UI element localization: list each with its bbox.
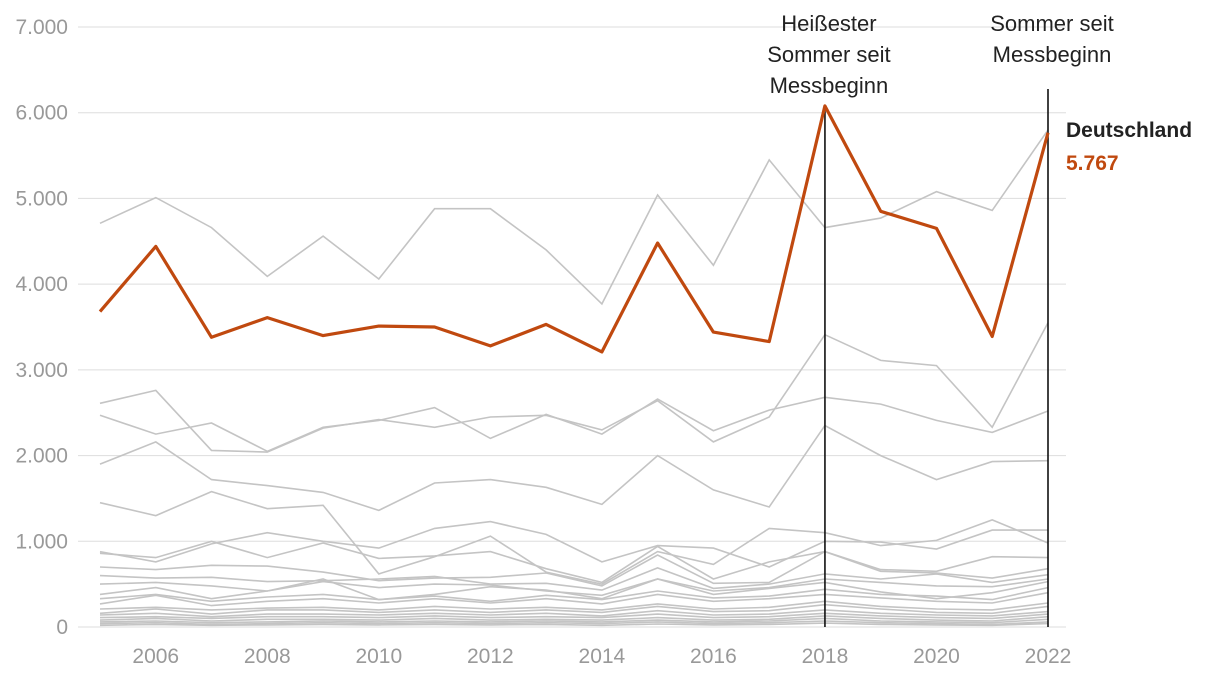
y-tick-label: 6.000 [15, 102, 68, 125]
highlight-series [98, 104, 1050, 354]
series-line-s17 [99, 612, 1049, 620]
x-tick-label: 2010 [355, 645, 402, 668]
series-line-s12 [99, 586, 1049, 603]
annotation-text-line: Sommer seit [990, 11, 1113, 36]
series-line-s2 [99, 322, 1049, 453]
x-tick-label: 2006 [132, 645, 179, 668]
y-tick-label: 2.000 [15, 445, 68, 468]
y-tick-label: 7.000 [15, 16, 68, 39]
series-line-s7 [99, 540, 1049, 584]
series-line-s15 [99, 603, 1049, 615]
y-axis-tick-labels: 0 1.000 2.000 3.000 4.000 5.000 6.000 7.000 [15, 16, 68, 639]
series-line-s19 [99, 617, 1049, 624]
annotation-text: Heißester Sommer seit Messbeginn [767, 11, 890, 98]
x-tick-label: 2008 [244, 645, 291, 668]
annotation-text-line: Heißester [781, 11, 876, 36]
series-line-s11 [99, 578, 1049, 601]
series-line-s13 [99, 591, 1049, 607]
gridlines [78, 26, 1066, 628]
x-tick-label: 2018 [802, 645, 849, 668]
y-tick-label: 4.000 [15, 273, 68, 296]
series-line-s1 [99, 129, 1049, 306]
annotation-text: Sommer seit Messbeginn [990, 11, 1113, 67]
series-line-s6 [99, 520, 1048, 568]
annotation-text-line: Sommer seit [767, 42, 890, 67]
y-tick-label: 0 [56, 616, 68, 639]
x-tick-label: 2022 [1025, 645, 1072, 668]
series-line-s5 [99, 490, 1049, 585]
series-line-s16 [99, 609, 1049, 618]
series-line-s14 [99, 600, 1049, 611]
series-line-s8 [99, 550, 1049, 587]
highlight-series-name: Deutschland [1066, 119, 1192, 142]
annotation-text-line: Messbeginn [770, 73, 889, 98]
x-tick-label: 2012 [467, 645, 514, 668]
highlight-line-deutschland [98, 104, 1050, 354]
y-tick-label: 3.000 [15, 359, 68, 382]
series-line-s3 [99, 396, 1049, 453]
y-tick-label: 5.000 [15, 187, 68, 210]
x-tick-label: 2020 [913, 645, 960, 668]
series-line-s10 [99, 578, 1049, 597]
series-line-s18 [99, 615, 1049, 622]
series-line-s9 [99, 567, 1049, 591]
series-line-s20 [99, 620, 1049, 626]
x-tick-label: 2016 [690, 645, 737, 668]
y-tick-label: 1.000 [15, 530, 68, 553]
x-tick-label: 2014 [579, 645, 626, 668]
annotation-text-line: Messbeginn [993, 42, 1112, 67]
background-series [99, 129, 1049, 627]
series-line-s4 [99, 424, 1049, 512]
series-line-s21 [99, 622, 1049, 627]
highlight-labels: Deutschland 5.767 [1066, 119, 1192, 175]
x-axis-tick-labels: 2006 2008 2010 2012 2014 2016 2018 2020 2022 [132, 645, 1071, 668]
highlight-series-value: 5.767 [1066, 152, 1119, 175]
